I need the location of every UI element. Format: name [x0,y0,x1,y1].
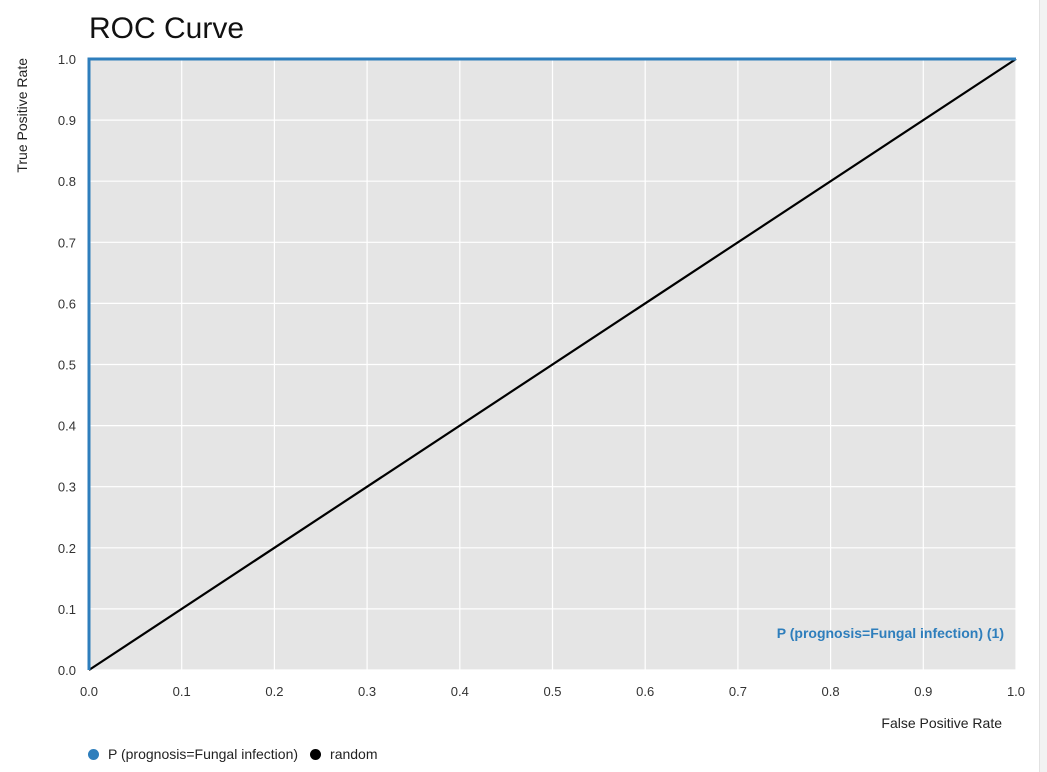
series-lines [87,57,1017,671]
y-tick-label: 0.4 [58,419,76,434]
y-tick-label: 0.1 [58,602,76,617]
y-tick-label: 0.2 [58,541,76,556]
x-tick-label: 0.0 [80,684,98,699]
x-tick-label: 0.5 [543,684,561,699]
x-tick-label: 0.6 [636,684,654,699]
series-line-roc [87,57,1016,670]
curve-annotation: P (prognosis=Fungal infection) (1) [777,625,1004,641]
legend-item-roc[interactable]: P (prognosis=Fungal infection) [88,746,298,762]
y-tick-label: 0.9 [58,113,76,128]
x-tick-label: 0.9 [914,684,932,699]
legend-dot-roc [88,748,99,760]
series-line-random [88,58,1017,671]
y-tick-label: 0.5 [58,358,76,373]
x-axis-label: False Positive Rate [881,715,1002,731]
x-tick-label: 1.0 [1007,684,1025,699]
legend: P (prognosis=Fungal infection) random [88,746,390,762]
y-tick-label: 1.0 [58,52,76,67]
x-tick-label: 0.8 [822,684,840,699]
scrollbar-track[interactable] [1039,0,1047,772]
y-axis-label: True Positive Rate [14,58,30,173]
x-tick-label: 0.2 [265,684,283,699]
legend-label-roc: P (prognosis=Fungal infection) [108,746,299,762]
y-tick-label: 0.6 [58,296,76,311]
x-tick-label: 0.3 [358,684,376,699]
y-tick-label: 0.3 [58,480,76,495]
y-tick-label: 0.8 [58,174,76,189]
legend-label-random: random [330,746,378,762]
legend-item-random[interactable]: random [310,746,378,762]
legend-dot-random [310,748,322,760]
tick-labels: 0.0 0.1 0.2 0.3 0.4 0.5 0.6 0.7 0.8 0.9 1.0 0.0 0.1 0… [58,52,1025,699]
x-tick-label: 0.4 [451,684,469,699]
x-tick-label: 0.7 [729,684,747,699]
y-tick-label: 0.0 [58,663,76,678]
chart-title: ROC Curve [89,12,244,45]
x-tick-label: 0.1 [173,684,191,699]
y-tick-label: 0.7 [58,235,76,250]
